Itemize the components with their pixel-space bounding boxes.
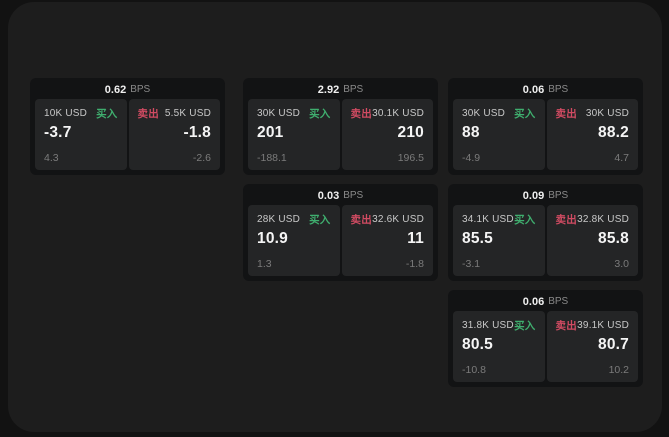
bps-header: 0.62 BPS bbox=[30, 78, 225, 98]
sell-price: 11 bbox=[407, 230, 424, 247]
bps-unit: BPS bbox=[130, 84, 151, 95]
buy-price: 10.9 bbox=[257, 230, 288, 247]
buy-side-badge: 买入 bbox=[514, 214, 536, 226]
sell-amount-label: 30K USD bbox=[585, 108, 629, 119]
buy-panel[interactable]: 31.8K USD 买入 80.5 -10.8 bbox=[453, 311, 545, 382]
sell-panel[interactable]: 卖出 30.1K USD 210 196.5 bbox=[341, 99, 433, 170]
buy-spread: -10.8 bbox=[462, 364, 486, 376]
bps-value: 0.06 bbox=[522, 295, 545, 308]
sell-amount-label: 39.1K USD bbox=[577, 320, 629, 331]
sell-amount-label: 5.5K USD bbox=[164, 108, 211, 119]
buy-price: 85.5 bbox=[462, 230, 493, 247]
buy-amount-label: 30K USD bbox=[257, 108, 301, 119]
bps-header: 0.09 BPS bbox=[448, 184, 643, 204]
bps-header: 0.03 BPS bbox=[243, 184, 438, 204]
bps-value: 0.09 bbox=[522, 189, 545, 202]
bps-unit: BPS bbox=[548, 84, 569, 95]
sell-amount-label: 32.8K USD bbox=[577, 214, 629, 225]
buy-spread: -188.1 bbox=[257, 152, 287, 164]
sell-price: 210 bbox=[397, 124, 424, 141]
buy-spread: -3.1 bbox=[462, 258, 481, 270]
sell-panel[interactable]: 卖出 32.6K USD 11 -1.8 bbox=[341, 205, 433, 276]
buy-amount-label: 31.8K USD bbox=[462, 320, 514, 331]
sell-spread: -2.6 bbox=[192, 152, 211, 164]
sell-price: 88.2 bbox=[598, 124, 629, 141]
buy-price: 80.5 bbox=[462, 336, 493, 353]
sell-side-badge: 卖出 bbox=[350, 108, 372, 120]
buy-price: 201 bbox=[257, 124, 284, 141]
bps-value: 0.06 bbox=[522, 83, 545, 96]
sell-spread: -1.8 bbox=[405, 258, 424, 270]
bps-header: 0.06 BPS bbox=[448, 290, 643, 310]
sell-panel[interactable]: 卖出 30K USD 88.2 4.7 bbox=[546, 99, 638, 170]
bps-header: 2.92 BPS bbox=[243, 78, 438, 98]
sell-spread: 10.2 bbox=[608, 364, 629, 376]
sell-price: -1.8 bbox=[183, 124, 211, 141]
sell-side-badge: 卖出 bbox=[555, 320, 577, 332]
quote-card: 0.06 BPS 31.8K USD 买入 80.5 -10.8 卖出 39.1… bbox=[448, 290, 643, 387]
buy-price: -3.7 bbox=[44, 124, 72, 141]
buy-amount-label: 10K USD bbox=[44, 108, 88, 119]
bps-value: 2.92 bbox=[317, 83, 340, 96]
buy-side-badge: 买入 bbox=[309, 108, 331, 120]
buy-amount-label: 28K USD bbox=[257, 214, 301, 225]
quote-card: 0.09 BPS 34.1K USD 买入 85.5 -3.1 卖出 32.8K… bbox=[448, 184, 643, 281]
buy-side-badge: 买入 bbox=[96, 108, 118, 120]
sell-amount-label: 30.1K USD bbox=[372, 108, 424, 119]
quote-card: 0.03 BPS 28K USD 买入 10.9 1.3 卖出 32.6K US… bbox=[243, 184, 438, 281]
bps-unit: BPS bbox=[343, 190, 364, 201]
sell-side-badge: 卖出 bbox=[137, 108, 159, 120]
quote-card: 2.92 BPS 30K USD 买入 201 -188.1 卖出 30.1K … bbox=[243, 78, 438, 175]
sell-side-badge: 卖出 bbox=[350, 214, 372, 226]
sell-amount-label: 32.6K USD bbox=[372, 214, 424, 225]
bps-unit: BPS bbox=[548, 296, 569, 307]
bps-header: 0.06 BPS bbox=[448, 78, 643, 98]
bps-value: 0.03 bbox=[317, 189, 340, 202]
buy-price: 88 bbox=[462, 124, 480, 141]
buy-side-badge: 买入 bbox=[514, 108, 536, 120]
buy-spread: 1.3 bbox=[257, 258, 272, 270]
sell-spread: 4.7 bbox=[614, 152, 629, 164]
quote-card: 0.62 BPS 10K USD 买入 -3.7 4.3 卖出 5.5K USD… bbox=[30, 78, 225, 175]
sell-side-badge: 卖出 bbox=[555, 108, 577, 120]
bps-unit: BPS bbox=[343, 84, 364, 95]
sell-panel[interactable]: 卖出 32.8K USD 85.8 3.0 bbox=[546, 205, 638, 276]
buy-panel[interactable]: 30K USD 买入 88 -4.9 bbox=[453, 99, 545, 170]
sell-spread: 3.0 bbox=[614, 258, 629, 270]
bps-value: 0.62 bbox=[104, 83, 127, 96]
bps-unit: BPS bbox=[548, 190, 569, 201]
sell-panel[interactable]: 卖出 39.1K USD 80.7 10.2 bbox=[546, 311, 638, 382]
sell-price: 80.7 bbox=[598, 336, 629, 353]
buy-panel[interactable]: 30K USD 买入 201 -188.1 bbox=[248, 99, 340, 170]
buy-side-badge: 买入 bbox=[514, 320, 536, 332]
buy-panel[interactable]: 34.1K USD 买入 85.5 -3.1 bbox=[453, 205, 545, 276]
sell-spread: 196.5 bbox=[397, 152, 424, 164]
buy-amount-label: 30K USD bbox=[462, 108, 506, 119]
sell-side-badge: 卖出 bbox=[555, 214, 577, 226]
quote-card: 0.06 BPS 30K USD 买入 88 -4.9 卖出 30K USD 8… bbox=[448, 78, 643, 175]
buy-panel[interactable]: 10K USD 买入 -3.7 4.3 bbox=[35, 99, 127, 170]
sell-panel[interactable]: 卖出 5.5K USD -1.8 -2.6 bbox=[128, 99, 220, 170]
buy-amount-label: 34.1K USD bbox=[462, 214, 514, 225]
buy-side-badge: 买入 bbox=[309, 214, 331, 226]
buy-spread: 4.3 bbox=[44, 152, 59, 164]
buy-panel[interactable]: 28K USD 买入 10.9 1.3 bbox=[248, 205, 340, 276]
buy-spread: -4.9 bbox=[462, 152, 481, 164]
sell-price: 85.8 bbox=[598, 230, 629, 247]
